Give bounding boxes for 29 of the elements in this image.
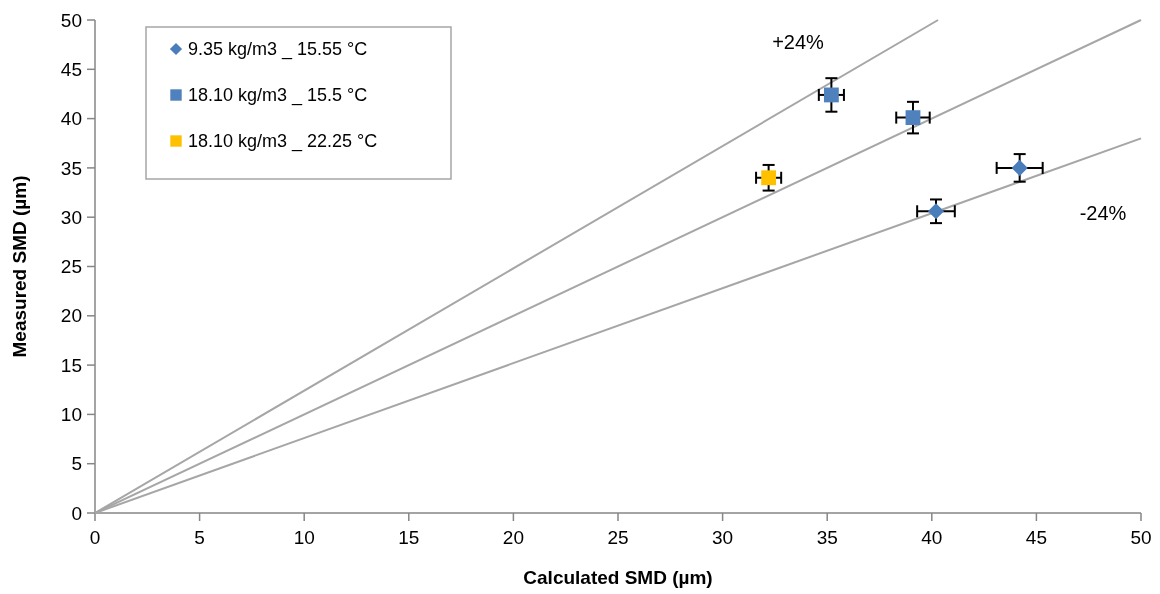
legend-label: 18.10 kg/m3 _ 22.25 °C	[188, 131, 378, 153]
x-tick-label: 25	[607, 527, 629, 548]
x-axis-title: Calculated SMD (µm)	[523, 567, 713, 588]
legend-label: 18.10 kg/m3 _ 15.5 °C	[188, 85, 368, 107]
x-tick-label: 0	[89, 527, 101, 548]
y-tick-label: 25	[60, 256, 82, 278]
y-tick-label: 20	[60, 305, 82, 327]
y-tick-label: 30	[60, 206, 82, 228]
x-tick-label: 20	[502, 527, 524, 548]
y-tick-label: 45	[60, 58, 82, 80]
annotation: -24%	[1079, 202, 1127, 224]
y-tick-label: 5	[71, 453, 82, 475]
legend-label: 9.35 kg/m3 _ 15.55 °C	[188, 39, 368, 61]
x-tick-label: 15	[398, 527, 420, 548]
y-tick-label: 35	[60, 157, 82, 179]
x-tick-label: 40	[921, 527, 943, 548]
x-tick-label: 45	[1025, 527, 1047, 548]
y-tick-label: 40	[60, 108, 82, 130]
x-tick-label: 50	[1130, 527, 1152, 548]
x-tick-label: 30	[712, 527, 734, 548]
y-axis-title: Measured SMD (µm)	[9, 175, 30, 358]
x-tick-label: 5	[194, 527, 205, 548]
x-tick-label: 35	[816, 527, 838, 548]
y-tick-label: 0	[71, 502, 82, 524]
y-tick-label: 50	[60, 9, 82, 31]
y-tick-label: 10	[60, 404, 82, 426]
annotation: +24%	[772, 31, 825, 53]
x-tick-label: 10	[293, 527, 315, 548]
y-tick-label: 15	[60, 354, 82, 376]
